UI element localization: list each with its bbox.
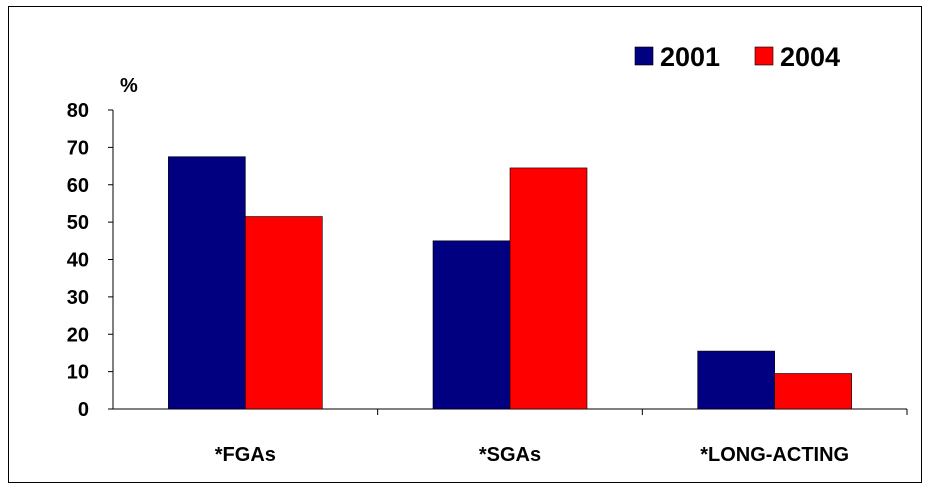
y-tick-label: 10 xyxy=(67,362,89,384)
y-tick-label: 50 xyxy=(67,212,89,234)
y-tick-label: 20 xyxy=(67,324,89,346)
y-tick-label: 60 xyxy=(67,175,89,197)
y-tick-label: 30 xyxy=(67,287,89,309)
category-label: *LONG-ACTING xyxy=(700,444,849,466)
bar-2004-1 xyxy=(509,167,588,410)
bar-2001-2 xyxy=(697,350,775,410)
legend-swatch-2004 xyxy=(754,46,774,66)
bar-2001-0 xyxy=(168,156,246,410)
y-axis-ticks: 0 10 20 30 40 50 60 70 80 xyxy=(67,100,113,421)
legend-label-2001: 2001 xyxy=(660,42,720,72)
y-tick-label: 80 xyxy=(67,100,89,122)
y-tick-label: 0 xyxy=(78,399,89,421)
category-labels: *FGAs *SGAs *LONG-ACTING xyxy=(215,409,908,466)
legend-swatch-2001 xyxy=(634,46,654,66)
y-tick-label: 40 xyxy=(67,250,89,272)
bar-2004-2 xyxy=(774,373,852,410)
y-tick-label: 70 xyxy=(67,137,89,159)
bars-layer xyxy=(168,156,852,410)
legend-label-2004: 2004 xyxy=(780,42,840,72)
bar-2001-1 xyxy=(432,240,511,410)
category-label: *FGAs xyxy=(215,444,276,466)
bar-2004-0 xyxy=(245,216,323,410)
y-axis-unit-label: % xyxy=(120,75,138,97)
category-label: *SGAs xyxy=(479,444,541,466)
legend: 2001 2004 xyxy=(634,42,840,72)
